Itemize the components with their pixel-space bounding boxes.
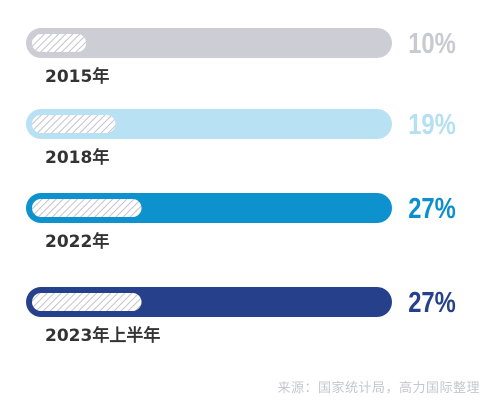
bar-value — [32, 199, 142, 217]
category-label: 2022年 — [45, 231, 109, 252]
value-label: 27% — [408, 192, 456, 225]
category-label: 2023年上半年 — [45, 325, 160, 346]
bar-track — [26, 109, 392, 139]
value-label: 19% — [408, 108, 456, 141]
value-label: 10% — [408, 27, 456, 60]
bar-value — [32, 115, 116, 133]
bar-value — [32, 293, 142, 311]
value-label: 27% — [408, 286, 456, 319]
bar-track — [26, 28, 392, 58]
source-note: 来源：国家统计局，高力国际整理 — [277, 381, 480, 396]
category-label: 2018年 — [45, 147, 109, 168]
category-label: 2015年 — [45, 66, 109, 87]
bar-value — [32, 34, 87, 52]
